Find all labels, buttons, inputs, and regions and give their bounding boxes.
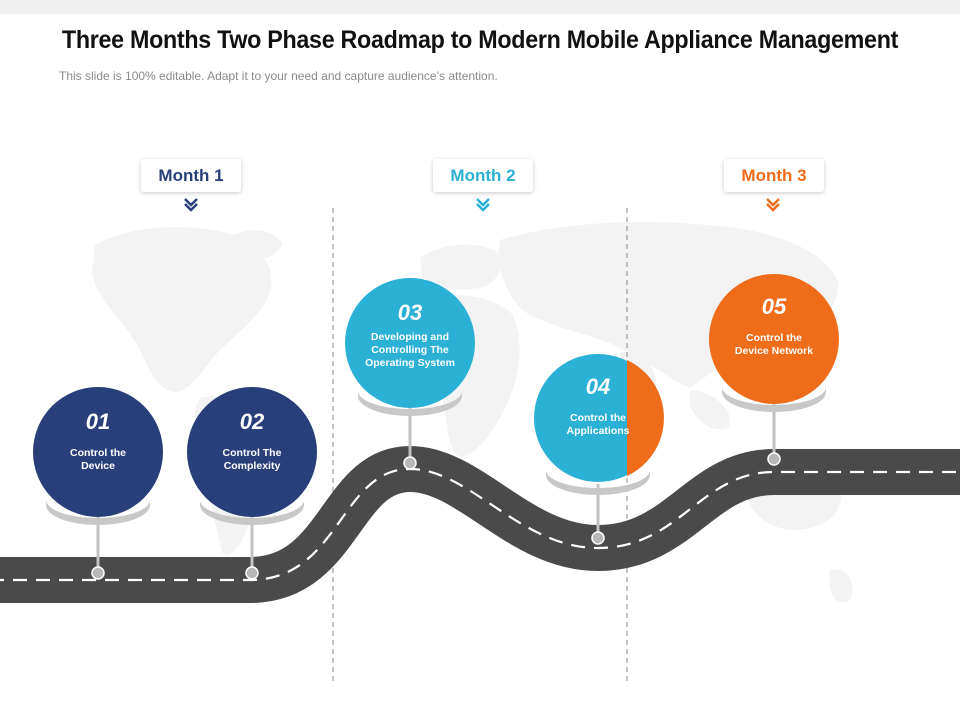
slide-subtitle: This slide is 100% editable. Adapt it to… bbox=[59, 69, 498, 83]
milestone-04-accent-half bbox=[627, 360, 664, 476]
month-2-label: Month 2 bbox=[433, 159, 533, 192]
milestone-02: 02 Control The Complexity bbox=[187, 387, 317, 517]
milestone-02-text: Control The Complexity bbox=[222, 447, 282, 472]
milestone-05: 05 Control the Device Network bbox=[709, 274, 839, 404]
milestone-03-number: 03 bbox=[397, 300, 423, 325]
milestone-01-number: 01 bbox=[85, 409, 111, 434]
month-1-label: Month 1 bbox=[141, 159, 241, 192]
milestone-01: 01 Control the Device bbox=[33, 387, 163, 517]
top-bar bbox=[0, 0, 960, 14]
month-1-chevron-icon bbox=[184, 198, 198, 212]
milestone-04-number: 04 bbox=[585, 374, 611, 399]
month-3-label: Month 3 bbox=[724, 159, 824, 192]
milestone-dots bbox=[91, 452, 781, 580]
month-3-chevron-icon bbox=[766, 198, 780, 212]
milestone-05-number: 05 bbox=[761, 294, 787, 319]
milestone-03: 03 Developing and Controlling The Operat… bbox=[345, 278, 475, 408]
milestone-03-text: Developing and Controlling The Operating… bbox=[365, 331, 455, 369]
road-center-line bbox=[0, 467, 960, 582]
milestone-04: 04 Control the Applications bbox=[534, 354, 662, 482]
milestone-04-text: Control the Applications bbox=[566, 412, 630, 437]
circle-shadow-arcs bbox=[46, 387, 826, 525]
milestone-05-text: Control the Device Network bbox=[734, 332, 814, 357]
milestone-01-text: Control the Device bbox=[70, 447, 126, 472]
slide-title: Three Months Two Phase Roadmap to Modern… bbox=[61, 26, 899, 54]
milestone-02-number: 02 bbox=[239, 409, 265, 434]
month-2-chevron-icon bbox=[476, 198, 490, 212]
